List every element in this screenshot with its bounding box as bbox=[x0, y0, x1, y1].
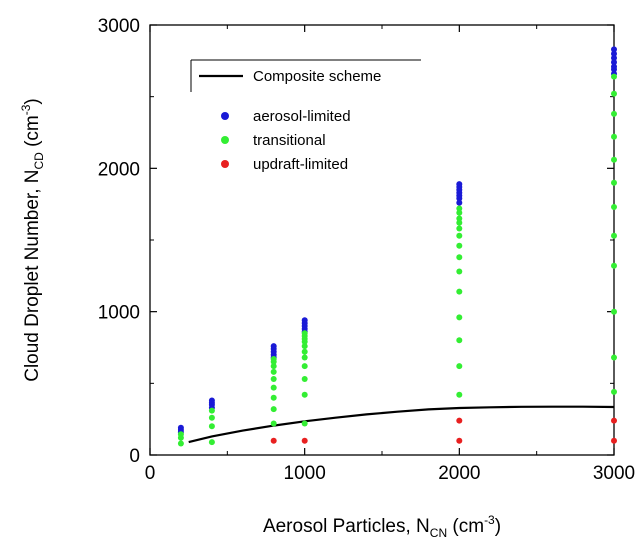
y-tick-label: 2000 bbox=[98, 159, 140, 180]
point-updraft bbox=[301, 437, 308, 444]
point-transitional bbox=[456, 268, 463, 275]
y-tick-label: 1000 bbox=[98, 303, 140, 324]
point-aerosol bbox=[270, 343, 277, 350]
point-transitional bbox=[611, 179, 617, 186]
point-transitional bbox=[611, 110, 617, 117]
point-transitional bbox=[456, 363, 463, 370]
point-transitional bbox=[208, 423, 215, 430]
point-transitional bbox=[301, 330, 308, 337]
point-transitional bbox=[270, 376, 277, 382]
point-transitional bbox=[456, 288, 463, 295]
point-transitional bbox=[456, 205, 463, 212]
point-aerosol bbox=[456, 199, 463, 206]
x-tick-label: 2000 bbox=[438, 463, 480, 484]
point-transitional bbox=[611, 232, 617, 239]
point-transitional bbox=[270, 394, 277, 401]
point-transitional bbox=[301, 391, 308, 398]
point-transitional bbox=[456, 225, 463, 232]
legend-swatch-transitional bbox=[221, 136, 229, 144]
point-transitional bbox=[177, 440, 184, 447]
point-transitional bbox=[301, 343, 308, 350]
point-transitional bbox=[270, 384, 277, 391]
point-transitional bbox=[611, 204, 617, 210]
y-tick-label: 0 bbox=[129, 446, 140, 467]
point-aerosol bbox=[611, 46, 617, 53]
point-updraft bbox=[611, 437, 617, 444]
point-transitional bbox=[611, 262, 617, 269]
point-transitional bbox=[456, 314, 463, 321]
point-transitional bbox=[301, 354, 308, 361]
legend: Composite scheme aerosol-limited transitio… bbox=[190, 59, 421, 173]
plot-frame bbox=[149, 24, 615, 456]
point-transitional bbox=[208, 439, 215, 446]
point-transitional bbox=[301, 348, 308, 355]
point-transitional bbox=[611, 308, 617, 315]
point-transitional bbox=[208, 414, 215, 421]
point-aerosol bbox=[611, 63, 617, 70]
point-transitional bbox=[456, 219, 463, 226]
point-updraft bbox=[611, 417, 617, 424]
point-transitional bbox=[301, 420, 308, 427]
point-aerosol bbox=[301, 317, 308, 324]
point-transitional bbox=[301, 363, 308, 370]
legend-swatch-updraft bbox=[221, 160, 229, 168]
point-aerosol bbox=[611, 55, 617, 61]
x-tick-label: 0 bbox=[145, 463, 156, 484]
point-transitional bbox=[270, 420, 277, 427]
y-tick-label: 3000 bbox=[98, 16, 140, 37]
point-transitional bbox=[456, 242, 463, 249]
point-transitional bbox=[611, 90, 617, 97]
point-transitional bbox=[611, 156, 617, 163]
point-aerosol bbox=[208, 397, 215, 404]
point-updraft bbox=[456, 437, 463, 444]
point-aerosol bbox=[611, 50, 617, 57]
point-transitional bbox=[270, 368, 277, 375]
composite-line-layer bbox=[188, 405, 615, 444]
point-transitional bbox=[456, 337, 463, 344]
legend-swatch-aerosol bbox=[221, 112, 229, 120]
point-transitional bbox=[456, 215, 463, 222]
point-transitional bbox=[301, 376, 308, 382]
point-transitional bbox=[456, 391, 463, 398]
legend-label-aerosol: aerosol-limited bbox=[253, 108, 351, 125]
point-aerosol bbox=[611, 59, 617, 66]
point-transitional bbox=[611, 73, 617, 80]
point-transitional bbox=[456, 232, 463, 239]
x-tick-label: 1000 bbox=[284, 463, 326, 484]
point-aerosol bbox=[177, 424, 184, 431]
x-axis-title: Aerosol Particles, NCN (cm-3) bbox=[263, 513, 501, 540]
point-transitional bbox=[611, 388, 617, 395]
legend-label-transitional: transitional bbox=[253, 132, 326, 149]
point-transitional bbox=[270, 406, 277, 413]
point-transitional bbox=[611, 133, 617, 140]
y-axis-title: Cloud Droplet Number, NCD (cm-3) bbox=[19, 98, 46, 382]
point-transitional bbox=[208, 407, 215, 414]
point-updraft bbox=[270, 437, 277, 444]
point-transitional bbox=[611, 354, 617, 361]
axis-ticks: 0 1000 2000 3000 0 1000 2000 3000 bbox=[98, 16, 635, 484]
x-tick-label: 3000 bbox=[593, 463, 635, 484]
point-transitional bbox=[270, 363, 277, 370]
scatter-points-layer bbox=[177, 46, 617, 447]
composite-scheme-line bbox=[188, 405, 615, 444]
legend-label-updraft: updraft-limited bbox=[253, 156, 348, 173]
point-aerosol bbox=[456, 181, 463, 188]
axis-titles: Aerosol Particles, NCN (cm-3) Cloud Dropl… bbox=[19, 98, 501, 540]
point-transitional bbox=[177, 431, 184, 438]
point-transitional bbox=[456, 254, 463, 261]
point-transitional bbox=[270, 356, 277, 362]
point-updraft bbox=[456, 417, 463, 424]
point-transitional bbox=[456, 209, 463, 216]
legend-label-composite: Composite scheme bbox=[253, 68, 381, 85]
